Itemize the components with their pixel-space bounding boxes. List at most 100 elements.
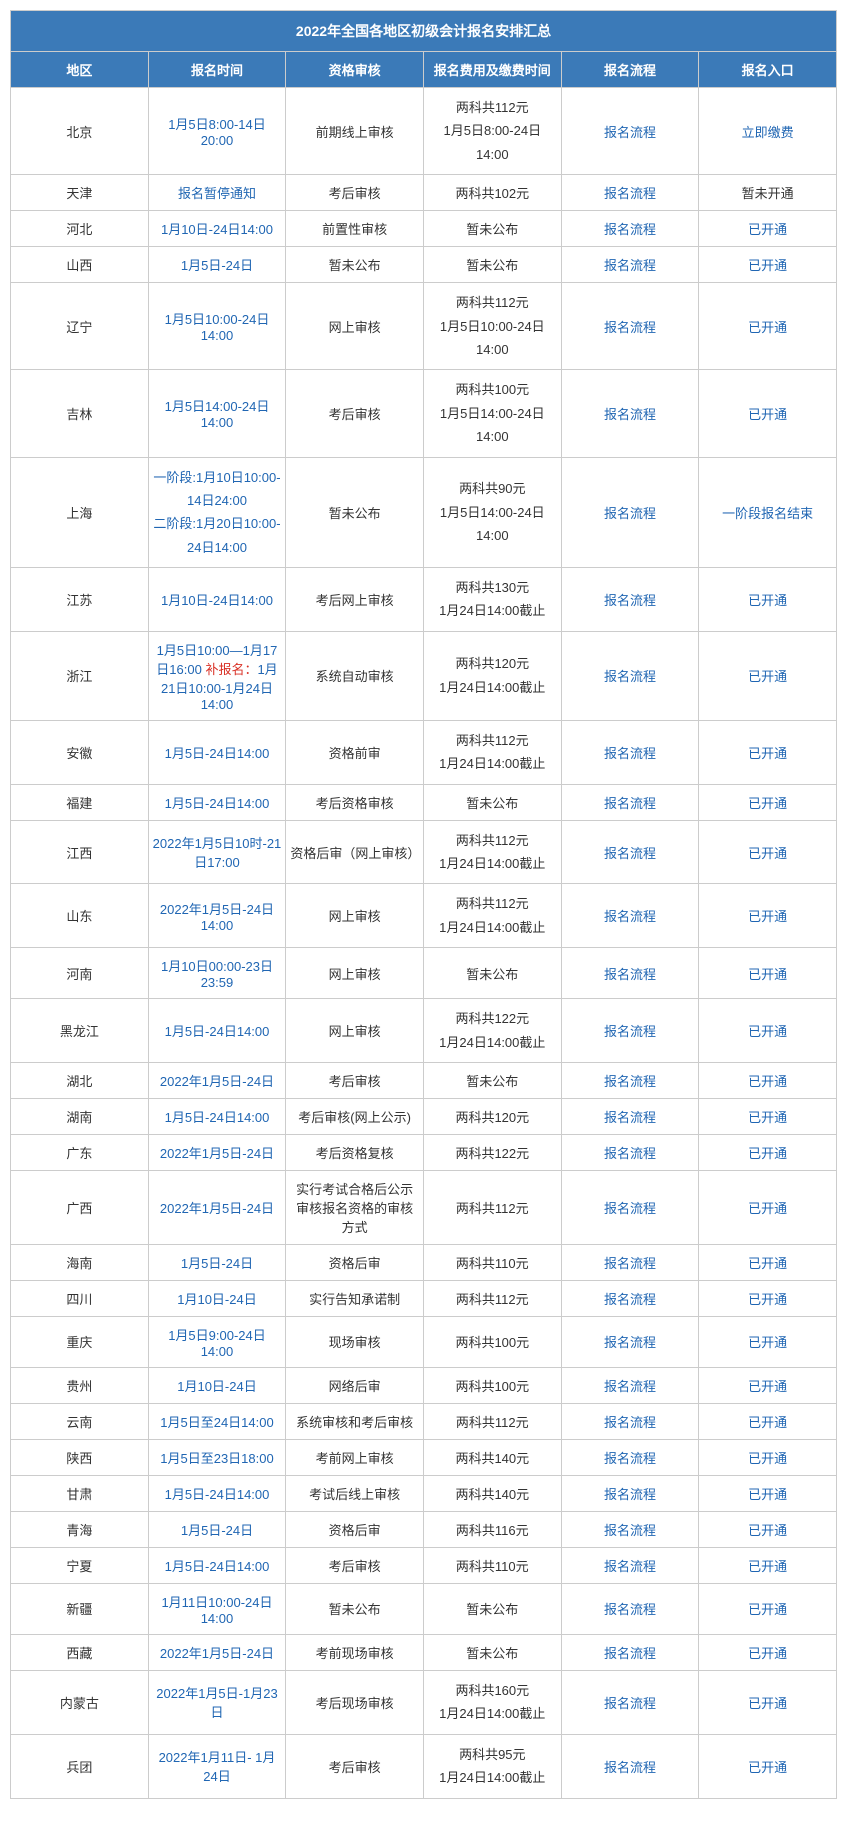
entrance-link[interactable]: 已开通 — [699, 211, 837, 247]
time-cell[interactable]: 2022年1月5日-24日 — [148, 1134, 286, 1170]
time-cell[interactable]: 1月5日10:00-24日14:00 — [148, 283, 286, 370]
time-cell[interactable]: 1月5日至24日14:00 — [148, 1403, 286, 1439]
time-cell[interactable]: 报名暂停通知 — [148, 175, 286, 211]
time-cell[interactable]: 2022年1月5日10时-21日17:00 — [148, 820, 286, 884]
time-cell[interactable]: 1月5日9:00-24日14:00 — [148, 1316, 286, 1367]
entrance-link[interactable]: 已开通 — [699, 1547, 837, 1583]
time-cell[interactable]: 1月11日10:00-24日14:00 — [148, 1583, 286, 1634]
process-link[interactable]: 报名流程 — [561, 948, 699, 999]
process-link[interactable]: 报名流程 — [561, 1511, 699, 1547]
entrance-link[interactable]: 已开通 — [699, 247, 837, 283]
process-link[interactable]: 报名流程 — [561, 1475, 699, 1511]
fee-cell: 两科共160元1月24日14:00截止 — [423, 1670, 561, 1734]
entrance-link[interactable]: 已开通 — [699, 1062, 837, 1098]
process-link[interactable]: 报名流程 — [561, 820, 699, 884]
process-link[interactable]: 报名流程 — [561, 1170, 699, 1244]
time-cell[interactable]: 一阶段:1月10日10:00-14日24:00二阶段:1月20日10:00-24… — [148, 457, 286, 568]
time-cell[interactable]: 1月10日-24日 — [148, 1367, 286, 1403]
entrance-link[interactable]: 已开通 — [699, 631, 837, 720]
entrance-link[interactable]: 已开通 — [699, 1403, 837, 1439]
fee-cell: 两科共112元 — [423, 1280, 561, 1316]
time-cell[interactable]: 1月10日-24日14:00 — [148, 211, 286, 247]
entrance-link[interactable]: 已开通 — [699, 568, 837, 632]
entrance-link[interactable]: 已开通 — [699, 1098, 837, 1134]
process-link[interactable]: 报名流程 — [561, 1403, 699, 1439]
process-link[interactable]: 报名流程 — [561, 457, 699, 568]
time-cell[interactable]: 1月5日-24日14:00 — [148, 784, 286, 820]
time-cell[interactable]: 1月10日-24日 — [148, 1280, 286, 1316]
process-link[interactable]: 报名流程 — [561, 1244, 699, 1280]
time-cell[interactable]: 1月5日至23日18:00 — [148, 1439, 286, 1475]
entrance-link[interactable]: 已开通 — [699, 820, 837, 884]
process-link[interactable]: 报名流程 — [561, 211, 699, 247]
time-cell[interactable]: 2022年1月11日- 1月24日 — [148, 1734, 286, 1798]
time-cell[interactable]: 1月5日-24日14:00 — [148, 1098, 286, 1134]
entrance-link[interactable]: 一阶段报名结束 — [699, 457, 837, 568]
time-cell[interactable]: 2022年1月5日-24日 — [148, 1170, 286, 1244]
entrance-link[interactable]: 已开通 — [699, 1134, 837, 1170]
process-link[interactable]: 报名流程 — [561, 1098, 699, 1134]
process-link[interactable]: 报名流程 — [561, 1670, 699, 1734]
entrance-link[interactable]: 已开通 — [699, 784, 837, 820]
time-cell[interactable]: 1月5日8:00-14日20:00 — [148, 88, 286, 175]
process-link[interactable]: 报名流程 — [561, 1062, 699, 1098]
time-cell[interactable]: 1月5日-24日14:00 — [148, 1475, 286, 1511]
time-cell[interactable]: 2022年1月5日-24日14:00 — [148, 884, 286, 948]
process-link[interactable]: 报名流程 — [561, 1316, 699, 1367]
process-link[interactable]: 报名流程 — [561, 247, 699, 283]
entrance-link[interactable]: 立即缴费 — [699, 88, 837, 175]
entrance-link[interactable]: 已开通 — [699, 370, 837, 457]
audit-cell: 网上审核 — [286, 283, 424, 370]
entrance-link[interactable]: 已开通 — [699, 1634, 837, 1670]
entrance-link[interactable]: 已开通 — [699, 1511, 837, 1547]
entrance-link[interactable]: 已开通 — [699, 1170, 837, 1244]
time-cell[interactable]: 2022年1月5日-24日 — [148, 1062, 286, 1098]
time-cell[interactable]: 1月5日-24日14:00 — [148, 720, 286, 784]
process-link[interactable]: 报名流程 — [561, 631, 699, 720]
process-link[interactable]: 报名流程 — [561, 283, 699, 370]
fee-line1: 两科共90元 — [428, 477, 557, 500]
time-cell[interactable]: 1月5日-24日 — [148, 1511, 286, 1547]
entrance-link[interactable]: 已开通 — [699, 1670, 837, 1734]
entrance-link[interactable]: 已开通 — [699, 948, 837, 999]
time-cell[interactable]: 1月10日-24日14:00 — [148, 568, 286, 632]
process-link[interactable]: 报名流程 — [561, 884, 699, 948]
process-link[interactable]: 报名流程 — [561, 1280, 699, 1316]
entrance-link[interactable]: 已开通 — [699, 1244, 837, 1280]
process-link[interactable]: 报名流程 — [561, 1367, 699, 1403]
process-link[interactable]: 报名流程 — [561, 999, 699, 1063]
process-link[interactable]: 报名流程 — [561, 568, 699, 632]
process-link[interactable]: 报名流程 — [561, 1439, 699, 1475]
process-link[interactable]: 报名流程 — [561, 370, 699, 457]
process-link[interactable]: 报名流程 — [561, 1634, 699, 1670]
entrance-link[interactable]: 已开通 — [699, 1316, 837, 1367]
time-cell[interactable]: 2022年1月5日-24日 — [148, 1634, 286, 1670]
entrance-link[interactable]: 已开通 — [699, 1734, 837, 1798]
time-cell[interactable]: 1月5日-24日 — [148, 247, 286, 283]
entrance-link[interactable]: 已开通 — [699, 884, 837, 948]
process-link[interactable]: 报名流程 — [561, 1547, 699, 1583]
entrance-link[interactable]: 已开通 — [699, 283, 837, 370]
time-cell[interactable]: 1月5日-24日14:00 — [148, 1547, 286, 1583]
process-link[interactable]: 报名流程 — [561, 784, 699, 820]
entrance-link[interactable]: 已开通 — [699, 1475, 837, 1511]
time-cell[interactable]: 2022年1月5日-1月23日 — [148, 1670, 286, 1734]
process-link[interactable]: 报名流程 — [561, 88, 699, 175]
entrance-link[interactable]: 已开通 — [699, 1583, 837, 1634]
entrance-link[interactable]: 已开通 — [699, 720, 837, 784]
time-cell[interactable]: 1月5日10:00—1月17日16:00 补报名：1月21日10:00-1月24… — [148, 631, 286, 720]
entrance-link[interactable]: 已开通 — [699, 999, 837, 1063]
entrance-link[interactable]: 已开通 — [699, 1280, 837, 1316]
process-link[interactable]: 报名流程 — [561, 175, 699, 211]
time-cell[interactable]: 1月5日14:00-24日14:00 — [148, 370, 286, 457]
process-link[interactable]: 报名流程 — [561, 1734, 699, 1798]
time-cell[interactable]: 1月5日-24日14:00 — [148, 999, 286, 1063]
entrance-link[interactable]: 已开通 — [699, 1439, 837, 1475]
header-audit: 资格审核 — [286, 52, 424, 88]
process-link[interactable]: 报名流程 — [561, 1583, 699, 1634]
time-cell[interactable]: 1月5日-24日 — [148, 1244, 286, 1280]
entrance-link[interactable]: 已开通 — [699, 1367, 837, 1403]
process-link[interactable]: 报名流程 — [561, 720, 699, 784]
time-cell[interactable]: 1月10日00:00-23日23:59 — [148, 948, 286, 999]
process-link[interactable]: 报名流程 — [561, 1134, 699, 1170]
